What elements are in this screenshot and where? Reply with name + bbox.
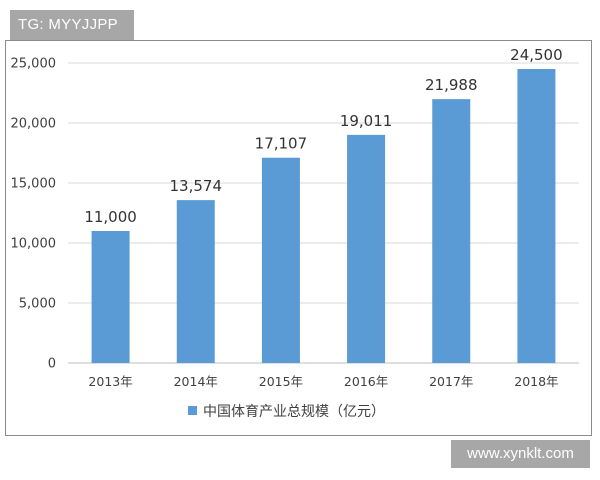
y-tick-label: 25,000: [11, 57, 57, 72]
x-tick-label: 2016年: [344, 374, 388, 389]
y-tick-label: 15,000: [11, 177, 57, 192]
watermark-top-left: TG: MYYJJPP: [10, 10, 134, 40]
y-axis-ticks: 0 5,000 10,000 15,000 20,000 25,000: [11, 57, 57, 372]
data-label: 11,000: [84, 208, 137, 226]
data-label: 19,011: [340, 112, 393, 130]
watermark-bottom-right: www.xynklt.com: [451, 440, 590, 468]
bar-1: [91, 231, 130, 363]
legend-label: 中国体育产业总规模（亿元）: [203, 404, 385, 420]
bar-chart: 0 5,000 10,000 15,000 20,000 25,000 11,000 13,…: [11, 46, 579, 420]
data-label: 17,107: [255, 135, 308, 153]
legend: 中国体育产业总规模（亿元）: [188, 404, 385, 420]
bar-3: [261, 157, 300, 363]
data-label: 24,500: [510, 46, 563, 64]
legend-swatch: [188, 406, 197, 415]
bars: [91, 69, 556, 364]
gridlines: [68, 62, 579, 364]
bar-2: [176, 200, 215, 363]
x-axis-ticks: 2013年 2014年 2015年 2016年 2017年 2018年: [88, 374, 558, 389]
data-label: 13,574: [170, 177, 223, 195]
bar-5: [432, 99, 471, 364]
x-tick-label: 2015年: [259, 374, 303, 389]
bar-6: [517, 69, 556, 363]
y-tick-label: 0: [48, 357, 56, 372]
y-tick-label: 5,000: [19, 297, 56, 312]
data-label: 21,988: [425, 76, 478, 94]
chart-frame: 0 5,000 10,000 15,000 20,000 25,000 11,000 13,…: [5, 40, 592, 436]
x-tick-label: 2018年: [514, 374, 558, 389]
y-tick-label: 20,000: [11, 117, 57, 132]
y-tick-label: 10,000: [11, 237, 57, 252]
x-tick-label: 2013年: [88, 374, 132, 389]
data-labels: 11,000 13,574 17,107 19,011 21,988 24,500: [84, 46, 562, 226]
bar-4: [347, 134, 386, 363]
x-tick-label: 2017年: [429, 374, 473, 389]
x-tick-label: 2014年: [174, 374, 218, 389]
